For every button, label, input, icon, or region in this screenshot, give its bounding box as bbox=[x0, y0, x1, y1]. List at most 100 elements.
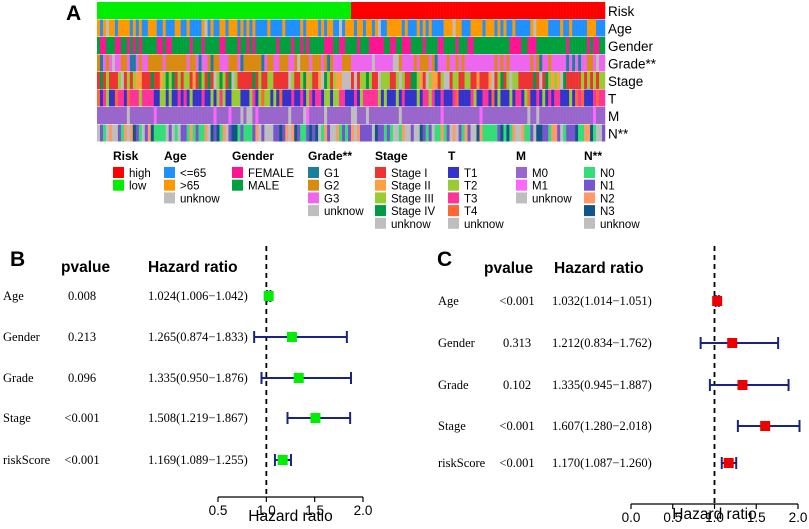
heatmap-cell bbox=[602, 72, 606, 89]
heatmap-cell bbox=[569, 89, 573, 107]
heatmap-cell bbox=[539, 19, 543, 37]
heatmap-cell bbox=[276, 89, 280, 107]
hr-marker bbox=[310, 413, 321, 423]
heatmap-cell bbox=[404, 124, 409, 142]
heatmap-cell bbox=[138, 124, 143, 142]
heatmap-cell bbox=[258, 19, 262, 37]
heatmap-cell bbox=[120, 107, 125, 124]
heatmap-cell bbox=[129, 19, 134, 37]
heatmap-cell bbox=[288, 37, 292, 54]
x-tick-label: 1.5 bbox=[305, 503, 324, 518]
heatmap-cell bbox=[524, 54, 528, 72]
heatmap-cell bbox=[228, 19, 232, 37]
heatmap-cell bbox=[467, 107, 471, 124]
heatmap-cell bbox=[351, 19, 355, 37]
heatmap-cell bbox=[120, 54, 125, 72]
heatmap-cell bbox=[377, 124, 382, 142]
heatmap-cell bbox=[150, 37, 155, 54]
heatmap-cell bbox=[569, 19, 573, 37]
heatmap-cell bbox=[434, 124, 438, 142]
heatmap-cell bbox=[306, 107, 310, 124]
heatmap-cell bbox=[437, 19, 441, 37]
heatmap-cell bbox=[174, 54, 178, 72]
heatmap-cell bbox=[563, 72, 567, 89]
heatmap-cell bbox=[572, 19, 576, 37]
heatmap-cell bbox=[464, 37, 468, 54]
heatmap-cell bbox=[216, 89, 220, 107]
row-hr-text: 1.607(1.280−2.018) bbox=[552, 419, 652, 433]
heatmap-cell bbox=[114, 124, 119, 142]
heatmap-cell bbox=[318, 124, 322, 142]
heatmap-cell bbox=[309, 124, 313, 142]
heatmap-cell bbox=[279, 124, 283, 142]
heatmap-cell bbox=[282, 54, 286, 72]
heatmap-cell bbox=[342, 107, 346, 124]
heatmap-cell bbox=[231, 89, 235, 107]
heatmap-cell bbox=[476, 124, 480, 142]
heatmap-cell bbox=[303, 19, 307, 37]
heatmap-cell bbox=[333, 72, 337, 89]
heatmap-cell bbox=[147, 89, 152, 107]
heatmap-track-gender bbox=[97, 37, 606, 54]
heatmap-cell bbox=[225, 2, 229, 19]
heatmap-cell bbox=[171, 19, 175, 37]
heatmap-cell bbox=[473, 2, 477, 19]
heatmap-cell bbox=[548, 124, 552, 142]
heatmap-cell bbox=[443, 89, 447, 107]
heatmap-cell bbox=[485, 54, 489, 72]
heatmap-cell bbox=[255, 107, 259, 124]
heatmap-cell bbox=[497, 54, 501, 72]
heatmap-cell bbox=[578, 54, 582, 72]
heatmap-cell bbox=[324, 37, 328, 54]
heatmap-cell bbox=[548, 107, 552, 124]
hr-marker bbox=[293, 373, 304, 383]
heatmap-cell bbox=[261, 2, 265, 19]
heatmap-cell bbox=[177, 124, 181, 142]
heatmap-cell bbox=[261, 72, 265, 89]
heatmap-cell bbox=[153, 72, 158, 89]
heatmap-cell bbox=[467, 54, 471, 72]
heatmap-cell bbox=[578, 107, 582, 124]
heatmap-cell bbox=[401, 124, 406, 142]
heatmap-cell bbox=[566, 54, 570, 72]
heatmap-cell bbox=[174, 19, 178, 37]
heatmap-cell bbox=[294, 19, 298, 37]
heatmap-cell bbox=[132, 107, 137, 124]
heatmap-cell bbox=[584, 2, 588, 19]
heatmap-cell bbox=[300, 2, 304, 19]
heatmap-cell bbox=[339, 107, 343, 124]
heatmap-cell bbox=[479, 37, 483, 54]
heatmap-cell bbox=[365, 37, 370, 54]
heatmap-cell bbox=[261, 54, 265, 72]
heatmap-cell bbox=[506, 72, 510, 89]
heatmap-cell bbox=[551, 19, 555, 37]
heatmap-cell bbox=[356, 2, 361, 19]
heatmap-cell bbox=[177, 72, 181, 89]
heatmap-cell bbox=[99, 19, 104, 37]
heatmap-cell bbox=[117, 19, 122, 37]
heatmap-cell bbox=[129, 89, 134, 107]
heatmap-cell bbox=[177, 2, 181, 19]
heatmap-cell bbox=[473, 124, 477, 142]
heatmap-cell bbox=[285, 89, 289, 107]
heatmap-cell bbox=[530, 37, 534, 54]
heatmap-cell bbox=[276, 72, 280, 89]
heatmap-cell bbox=[105, 19, 110, 37]
heatmap-cell bbox=[359, 19, 364, 37]
row-hr-text: 1.024(1.006−1.042) bbox=[148, 289, 248, 303]
heatmap-cell bbox=[171, 54, 175, 72]
heatmap-cell bbox=[174, 2, 178, 19]
heatmap-cell bbox=[461, 124, 465, 142]
heatmap-cell bbox=[306, 124, 310, 142]
heatmap-cell bbox=[144, 107, 149, 124]
heatmap-cell bbox=[485, 72, 489, 89]
heatmap-cell bbox=[596, 19, 600, 37]
legend-swatch bbox=[375, 192, 386, 204]
heatmap-cell bbox=[264, 19, 268, 37]
heatmap-cell bbox=[228, 2, 232, 19]
heatmap-cell bbox=[315, 107, 319, 124]
heatmap-cell bbox=[503, 19, 507, 37]
heatmap-cell bbox=[264, 89, 268, 107]
heatmap-cell bbox=[365, 19, 370, 37]
